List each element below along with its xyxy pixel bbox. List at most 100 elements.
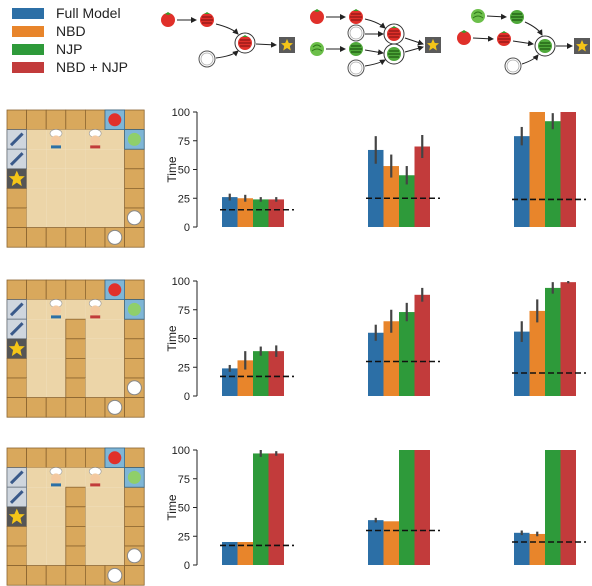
kitchen-map xyxy=(6,447,145,586)
counter-tile xyxy=(85,447,106,469)
y-tick-label: 75 xyxy=(178,136,190,148)
counter-tile xyxy=(65,227,86,248)
y-tick-label: 75 xyxy=(178,305,190,317)
star-icon xyxy=(574,38,590,54)
counter-tile xyxy=(26,565,47,586)
counter-tile xyxy=(26,227,47,248)
floor-tile xyxy=(46,208,66,228)
counter-tile xyxy=(65,279,86,301)
kitchen-map xyxy=(6,279,145,418)
counter-tile xyxy=(6,545,28,567)
recipe-diagrams xyxy=(161,8,590,77)
floor-tile xyxy=(26,546,47,566)
y-tick-label: 0 xyxy=(184,560,190,572)
floor-tile xyxy=(65,168,86,189)
counter-tile xyxy=(85,397,106,418)
legend-label: NJP xyxy=(56,41,83,57)
floor-tile xyxy=(26,526,47,546)
chef-face xyxy=(51,473,61,484)
bar xyxy=(222,542,238,565)
floor-tile xyxy=(105,358,125,378)
floor-tile xyxy=(65,467,86,488)
legend-swatch xyxy=(12,61,44,73)
knife-icon xyxy=(9,490,24,504)
chef-face xyxy=(51,305,61,316)
y-tick-label: 100 xyxy=(172,107,190,119)
chef-body xyxy=(51,315,61,319)
knife-icon xyxy=(9,152,24,166)
chef-face xyxy=(90,305,101,316)
plate-icon xyxy=(347,59,365,77)
bar xyxy=(399,450,415,565)
y-tick-label: 0 xyxy=(184,391,190,403)
floor-tile xyxy=(46,319,66,339)
plate-icon xyxy=(347,24,365,42)
bar xyxy=(560,112,576,227)
floor-tile xyxy=(26,338,47,359)
floor-tile xyxy=(26,378,47,398)
floor-tile xyxy=(46,338,66,359)
floor-tile xyxy=(85,487,105,507)
plate-icon xyxy=(107,229,123,245)
counter-tile xyxy=(45,397,67,418)
y-tick-label: 0 xyxy=(184,222,190,234)
plate-icon xyxy=(126,380,142,396)
tomato-icon xyxy=(108,283,122,297)
chart-panel: 0 25 50 75 100 Time xyxy=(165,107,294,234)
legend-swatch xyxy=(12,25,44,37)
counter-tile xyxy=(124,227,145,248)
bar xyxy=(237,198,253,227)
legend-label: NBD xyxy=(56,23,86,39)
floor-tile xyxy=(105,546,125,566)
y-axis-label: Time xyxy=(165,325,179,352)
bar xyxy=(383,321,399,396)
kitchen-maps xyxy=(6,109,145,586)
bar xyxy=(368,520,384,565)
bar xyxy=(399,175,415,227)
counter-tile xyxy=(65,377,86,399)
floor-tile xyxy=(26,358,47,378)
legend-item-full-model: Full Model xyxy=(12,4,121,22)
lettuce-icon xyxy=(127,132,141,146)
bar xyxy=(222,368,238,396)
counter-tile xyxy=(65,357,86,379)
lettuce-icon xyxy=(127,302,141,316)
counter-tile xyxy=(6,447,28,469)
y-tick-label: 100 xyxy=(172,445,190,457)
y-tick-label: 100 xyxy=(172,276,190,288)
floor-tile xyxy=(105,168,125,189)
chopped-tomato-icon xyxy=(348,8,364,25)
counter-tile xyxy=(6,207,28,229)
counter-tile xyxy=(65,545,86,567)
chopped-tomato-icon xyxy=(496,30,512,47)
counter-tile xyxy=(124,397,145,418)
floor-tile xyxy=(65,129,86,150)
plate-icon xyxy=(504,57,522,75)
lettuce-icon xyxy=(470,8,486,24)
counter-tile xyxy=(124,187,145,209)
recipe-1 xyxy=(161,11,295,68)
counter-tile xyxy=(124,338,145,359)
floor-tile xyxy=(26,319,47,339)
floor-tile xyxy=(105,506,125,527)
floor-tile xyxy=(105,208,125,228)
chart-panel xyxy=(512,450,586,565)
floor-tile xyxy=(85,378,105,398)
bar xyxy=(529,310,545,396)
counter-tile xyxy=(26,279,47,301)
floor-tile xyxy=(85,358,105,378)
counter-tile xyxy=(124,148,145,170)
bar xyxy=(514,331,530,396)
chart-panel xyxy=(512,281,586,396)
tomato-icon xyxy=(310,9,324,24)
chart-panel: 0 25 50 75 100 Time xyxy=(165,445,294,572)
legend-swatch xyxy=(12,43,44,55)
floor-tile xyxy=(46,378,66,398)
counter-tile xyxy=(65,486,86,508)
floor-tile xyxy=(85,338,105,359)
counter-tile xyxy=(45,109,67,131)
counter-tile xyxy=(124,168,145,189)
counter-tile xyxy=(124,486,145,508)
floor-tile xyxy=(105,149,125,169)
bar xyxy=(383,521,399,565)
